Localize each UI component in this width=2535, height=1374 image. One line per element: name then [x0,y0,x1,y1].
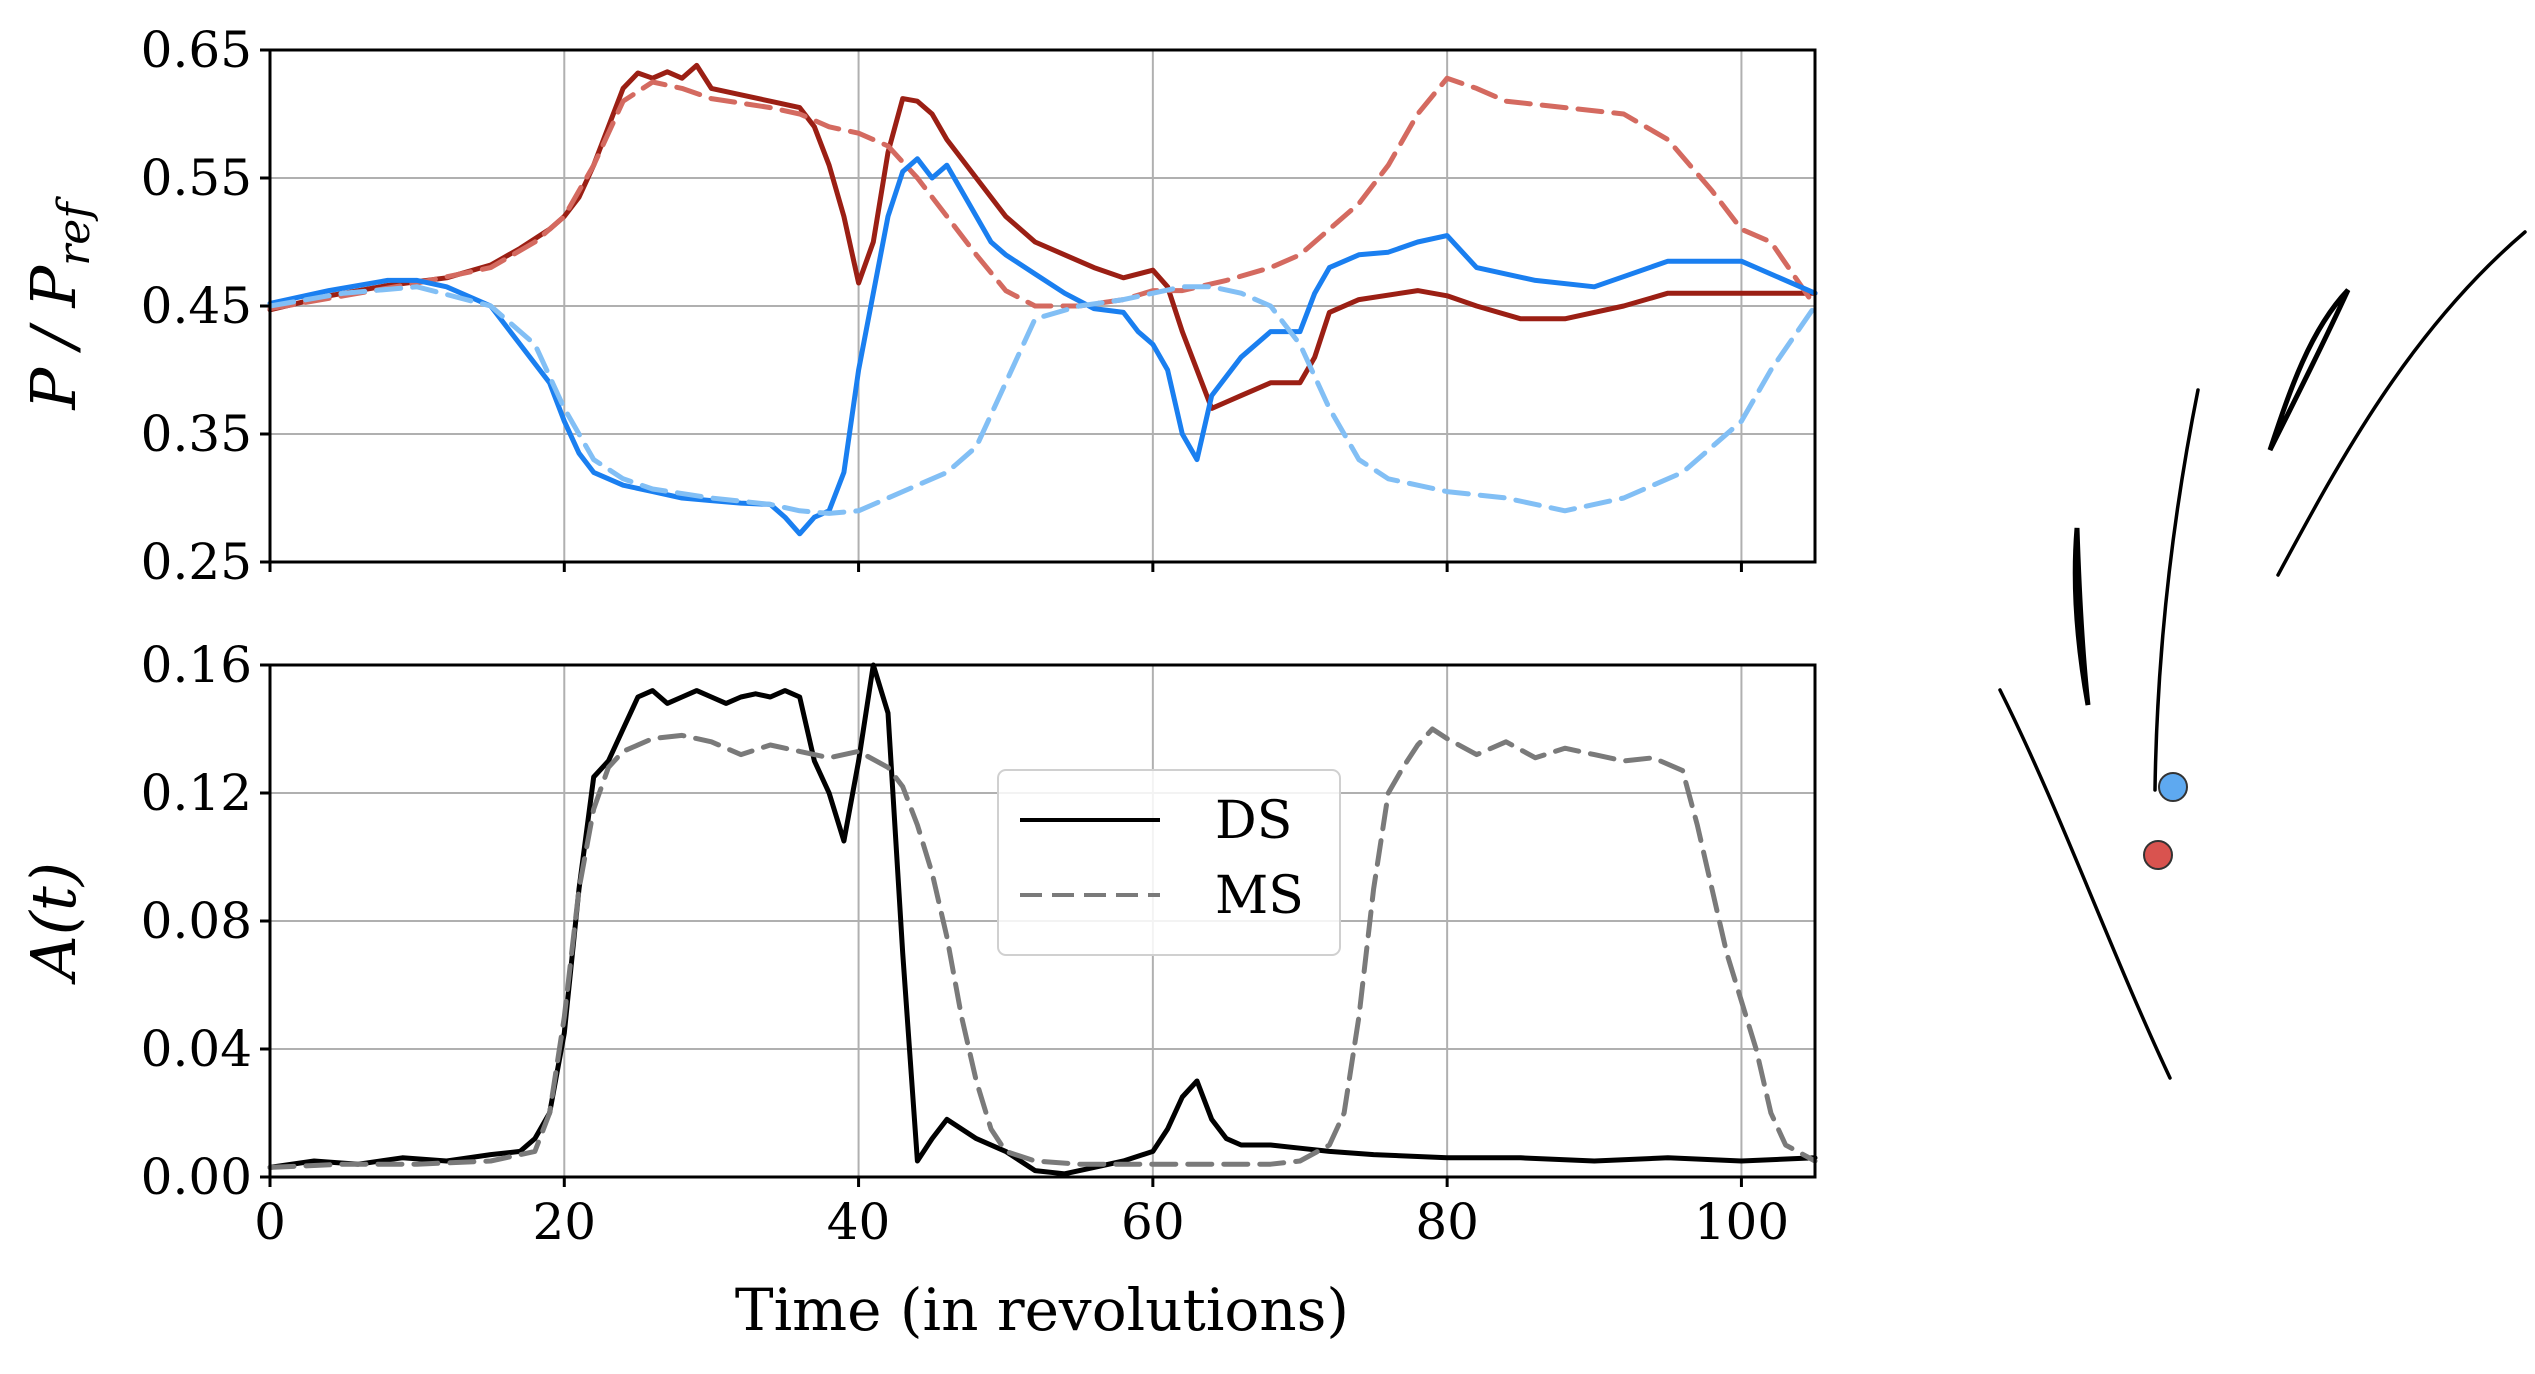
top-ticks: 0.25 0.35 0.45 0.55 0.65 [141,21,1743,591]
legend: DS MS [997,769,1341,956]
bottom-xtick-label: 100 [1694,1193,1789,1251]
bottom-ytick-label: 0.00 [141,1148,252,1206]
bottom-panel: 0 20 40 60 80 100 0.00 0.04 0.08 0.12 0.16 A(t) Ti… [17,636,1818,1344]
top-series-ds-blue [267,156,1818,537]
bottom-ytick-label: 0.12 [141,764,252,822]
blade-middle [2153,388,2200,792]
top-ytick-label: 0.65 [141,21,252,79]
bottom-xtick-label: 80 [1415,1193,1479,1251]
top-series-ms-red [267,75,1818,312]
bottom-ytick-label: 0.04 [141,1020,252,1078]
bottom-xtick-label: 0 [254,1193,286,1251]
probe-marker-red [2143,840,2173,870]
top-ytick-label: 0.25 [141,533,252,591]
bottom-ytick-label: 0.08 [141,892,252,950]
legend-label-ds: DS [1215,791,1292,851]
blade-outer-left [1998,688,2172,1080]
blade-schematic [1998,230,2527,1080]
top-ytick-label: 0.35 [141,405,252,463]
blade-outer-right [2276,230,2527,577]
probe-marker-blue [2158,772,2188,802]
bottom-xtick-label: 40 [827,1193,891,1251]
bottom-series-ms [267,726,1818,1170]
xlabel: Time (in revolutions) [735,1276,1349,1344]
top-panel: 0.25 0.35 0.45 0.55 0.65 P / Pref [17,21,1818,591]
top-ylabel: P / Pref [17,196,100,411]
bottom-xtick-label: 20 [532,1193,596,1251]
top-ytick-label: 0.55 [141,149,252,207]
bottom-xtick-label: 60 [1121,1193,1185,1251]
bottom-series [267,662,1818,1177]
top-series-ds-red [267,62,1818,411]
top-ytick-label: 0.45 [141,277,252,335]
bottom-ticks: 0 20 40 60 80 100 0.00 0.04 0.08 0.12 0.16 [141,636,1789,1251]
bottom-ylabel: A(t) [17,862,90,985]
top-series-ms-blue [267,284,1818,516]
bottom-ytick-label: 0.16 [141,636,252,694]
blade-small-left [2072,527,2091,706]
legend-label-ms: MS [1215,866,1304,926]
blade-small-right [2267,288,2351,452]
top-series [267,62,1818,537]
legend-box [997,769,1341,956]
